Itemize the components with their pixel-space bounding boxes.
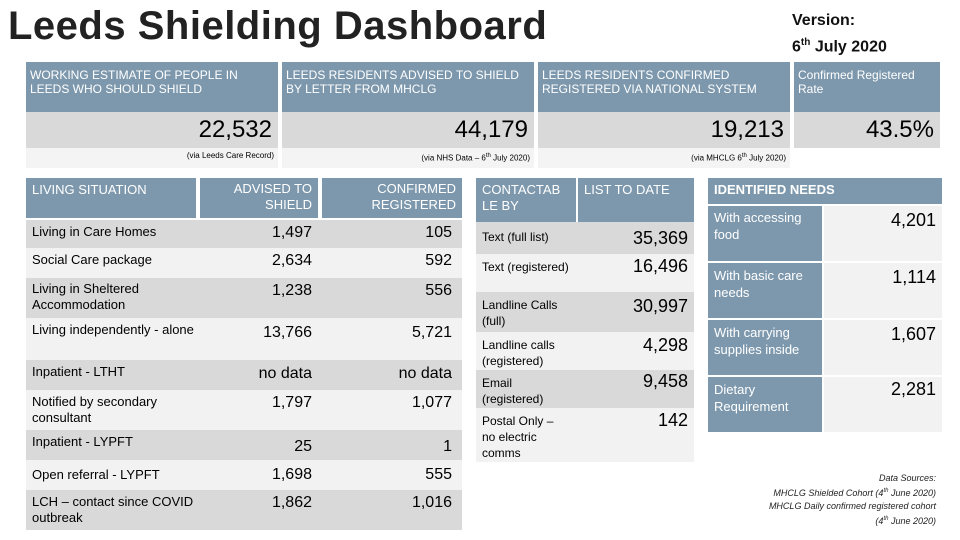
contact-table-body: Text (full list) 35,369 Text (registered… bbox=[476, 222, 694, 462]
needs-row-value: 1,114 bbox=[824, 263, 942, 318]
contact-row-label: Text (full list) bbox=[482, 230, 549, 244]
living-row-confirmed: 556 bbox=[425, 282, 452, 299]
needs-row-label: With accessing food bbox=[708, 206, 822, 261]
summary-header-confirmed: LEEDS RESIDENTS CONFIRMED REGISTERED VIA… bbox=[538, 62, 790, 114]
contact-row-value: 16,496 bbox=[632, 256, 688, 276]
living-row-advised: 1,797 bbox=[271, 394, 312, 411]
summary-source-estimate: (via Leeds Care Record) bbox=[26, 148, 278, 168]
living-header-confirmed: CONFIRMED REGISTERED bbox=[322, 178, 462, 218]
summary-header-estimate: WORKING ESTIMATE OF PEOPLE IN LEEDS WHO … bbox=[26, 62, 278, 114]
table-row: Email (registered) 9,458 bbox=[476, 370, 694, 408]
living-row-confirmed: no data bbox=[398, 365, 452, 382]
needs-row-value: 4,201 bbox=[824, 206, 942, 261]
table-row: Open referral - LYPFT 1,698 555 bbox=[26, 460, 462, 490]
footnote-line1: MHCLG Shielded Cohort (4th June 2020) bbox=[773, 488, 936, 498]
living-row-label: Open referral - LYPFT bbox=[32, 467, 160, 482]
living-row-confirmed: 555 bbox=[425, 466, 452, 483]
table-row: Living in Care Homes 1,497 105 bbox=[26, 220, 462, 248]
table-row: Living independently - alone 13,766 5,72… bbox=[26, 318, 462, 360]
summary-value-advised: 44,179 bbox=[282, 112, 534, 148]
living-row-advised: 13,766 bbox=[263, 324, 312, 341]
living-header-situation: LIVING SITUATION bbox=[26, 178, 196, 218]
living-row-label: LCH – contact since COVID outbreak bbox=[32, 494, 194, 525]
living-table-body: Living in Care Homes 1,497 105 Social Ca… bbox=[26, 220, 462, 530]
living-row-label: Social Care package bbox=[32, 252, 152, 267]
living-row-advised: 25 bbox=[294, 438, 312, 455]
living-row-label: Notified by secondary consultant bbox=[32, 394, 158, 425]
contact-row-label: Landline calls (registered) bbox=[482, 338, 555, 368]
contact-row-value: 142 bbox=[657, 410, 688, 430]
needs-row-value: 2,281 bbox=[824, 377, 942, 432]
table-row: Landline Calls (full) 30,997 bbox=[476, 292, 694, 332]
table-row: With basic care needs 1,114 bbox=[708, 263, 942, 318]
living-row-confirmed: 1,016 bbox=[411, 494, 452, 511]
contact-row-value: 9,458 bbox=[642, 371, 688, 391]
version-label: Version: bbox=[792, 12, 856, 29]
version-info: Version: 6th July 2020 bbox=[792, 10, 887, 58]
table-row: Postal Only – no electric comms 142 bbox=[476, 408, 694, 462]
living-row-label: Living in Care Homes bbox=[32, 224, 157, 239]
needs-table-body: With accessing food 4,201 With basic car… bbox=[708, 206, 942, 432]
table-row: With accessing food 4,201 bbox=[708, 206, 942, 261]
page-title: Leeds Shielding Dashboard bbox=[8, 4, 548, 48]
needs-row-label: With carrying supplies inside bbox=[708, 320, 822, 375]
table-row: With carrying supplies inside 1,607 bbox=[708, 320, 942, 375]
summary-value-confirmed: 19,213 bbox=[538, 112, 790, 148]
needs-row-label: With basic care needs bbox=[708, 263, 822, 318]
living-row-confirmed: 5,721 bbox=[411, 324, 452, 341]
needs-row-label: Dietary Requirement bbox=[708, 377, 822, 432]
table-row: Landline calls (registered) 4,298 bbox=[476, 332, 694, 370]
footnote-line2: MHCLG Daily confirmed registered cohort bbox=[768, 501, 936, 511]
summary-header-advised: LEEDS RESIDENTS ADVISED TO SHIELD BY LET… bbox=[282, 62, 534, 114]
contact-header-list-to-date: LIST TO DATE bbox=[578, 178, 694, 222]
living-row-advised: 1,497 bbox=[271, 224, 312, 241]
living-row-label: Living independently - alone bbox=[32, 322, 194, 337]
living-row-label: Living in Sheltered Accommodation bbox=[32, 281, 139, 312]
living-row-confirmed: 592 bbox=[425, 252, 452, 269]
table-row: Social Care package 2,634 592 bbox=[26, 248, 462, 278]
contact-row-value: 35,369 bbox=[632, 228, 688, 248]
table-row: Inpatient - LTHT no data no data bbox=[26, 360, 462, 390]
living-row-confirmed: 1 bbox=[443, 438, 452, 455]
table-row: Text (registered) 16,496 bbox=[476, 254, 694, 292]
summary-value-rate: 43.5% bbox=[794, 112, 940, 148]
contact-row-value: 4,298 bbox=[642, 335, 688, 355]
contact-row-label: Email (registered) bbox=[482, 376, 544, 406]
living-row-advised: 2,634 bbox=[271, 252, 312, 269]
version-date: 6th July 2020 bbox=[792, 37, 887, 56]
table-row: LCH – contact since COVID outbreak 1,862… bbox=[26, 490, 462, 530]
contact-row-label: Landline Calls (full) bbox=[482, 298, 558, 328]
table-row: Inpatient - LYPFT 25 1 bbox=[26, 430, 462, 460]
contact-row-label: Text (registered) bbox=[482, 260, 569, 274]
contact-row-value: 30,997 bbox=[632, 296, 688, 316]
living-row-advised: 1,698 bbox=[271, 466, 312, 483]
living-row-advised: 1,862 bbox=[271, 494, 312, 511]
living-row-label: Inpatient - LTHT bbox=[32, 364, 125, 379]
contact-row-label: Postal Only – no electric comms bbox=[482, 414, 554, 460]
summary-header-rate: Confirmed Registered Rate bbox=[794, 62, 940, 114]
living-row-label: Inpatient - LYPFT bbox=[32, 434, 133, 449]
living-row-advised: 1,238 bbox=[271, 282, 312, 299]
needs-header: IDENTIFIED NEEDS bbox=[708, 178, 942, 204]
living-row-advised: no data bbox=[258, 365, 312, 382]
living-row-confirmed: 105 bbox=[425, 224, 452, 241]
needs-row-value: 1,607 bbox=[824, 320, 942, 375]
footnote-line3: (4th June 2020) bbox=[875, 516, 936, 526]
table-row: Dietary Requirement 2,281 bbox=[708, 377, 942, 432]
table-row: Living in Sheltered Accommodation 1,238 … bbox=[26, 278, 462, 318]
data-sources-footnote: Data Sources: MHCLG Shielded Cohort (4th… bbox=[769, 472, 936, 528]
summary-value-estimate: 22,532 bbox=[26, 112, 278, 148]
table-row: Text (full list) 35,369 bbox=[476, 222, 694, 254]
summary-source-advised: (via NHS Data – 6th July 2020) bbox=[282, 148, 534, 168]
table-row: Notified by secondary consultant 1,797 1… bbox=[26, 390, 462, 430]
footnote-title: Data Sources: bbox=[878, 473, 936, 483]
living-header-advised: ADVISED TO SHIELD bbox=[200, 178, 318, 218]
living-row-confirmed: 1,077 bbox=[411, 394, 452, 411]
contact-header-contactable: CONTACTAB LE BY bbox=[476, 178, 576, 222]
summary-source-confirmed: (via MHCLG 6th July 2020) bbox=[538, 148, 790, 168]
